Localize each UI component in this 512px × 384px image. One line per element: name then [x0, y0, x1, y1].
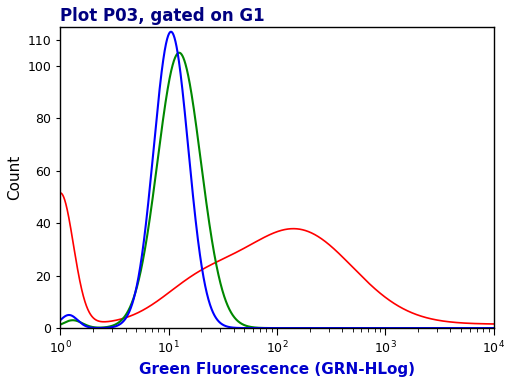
X-axis label: Green Fluorescence (GRN-HLog): Green Fluorescence (GRN-HLog) — [139, 362, 415, 377]
Text: Plot P03, gated on G1: Plot P03, gated on G1 — [60, 7, 265, 25]
Y-axis label: Count: Count — [7, 155, 22, 200]
